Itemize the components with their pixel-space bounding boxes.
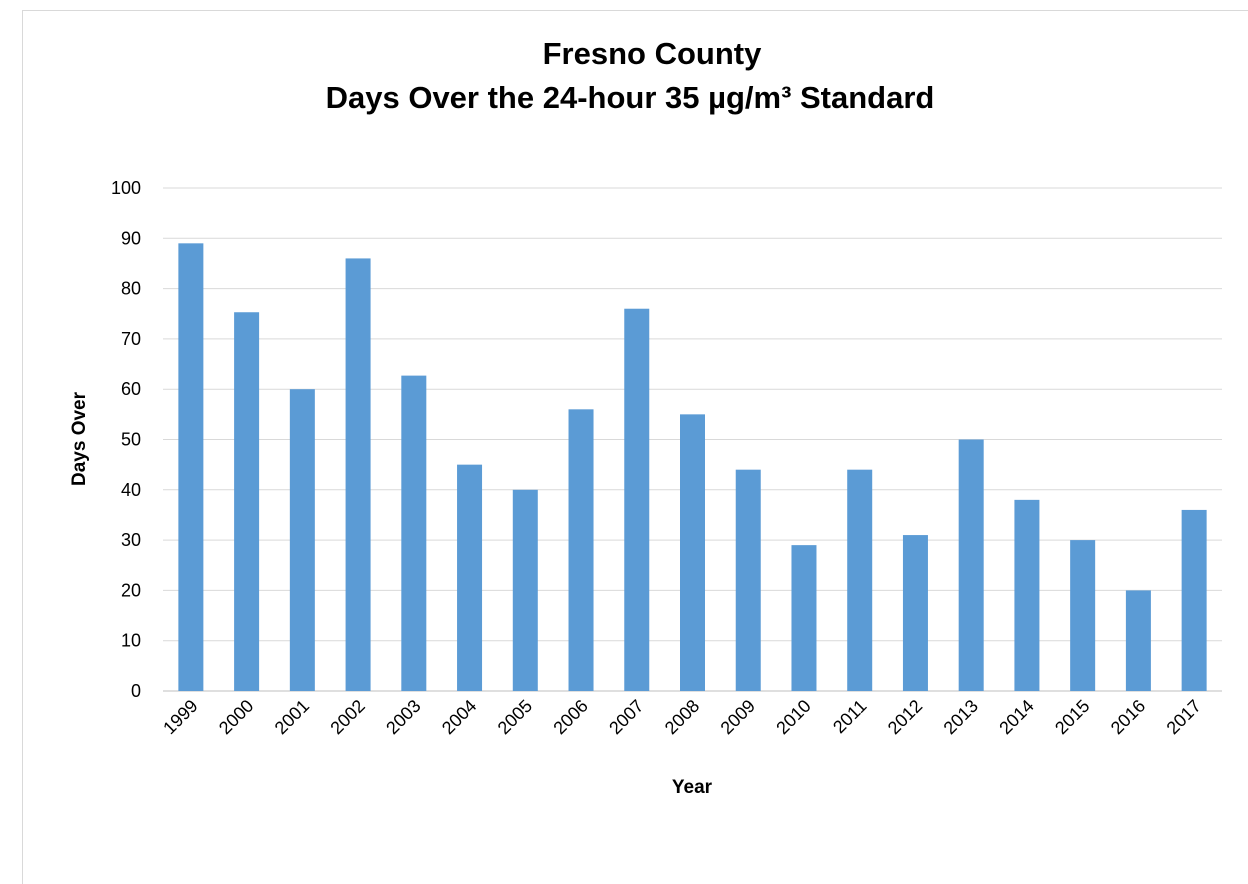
bar <box>1014 499 1040 691</box>
x-tick-label: 2015 <box>1051 696 1093 738</box>
bar <box>457 464 483 691</box>
bar <box>847 469 873 691</box>
y-axis-title: Days Over <box>69 391 90 486</box>
bar <box>791 545 817 691</box>
x-tick-label: 2011 <box>829 696 871 738</box>
bar <box>512 489 538 691</box>
y-tick-label: 80 <box>121 279 141 299</box>
bar <box>1070 540 1096 691</box>
x-tick-label: 1999 <box>159 696 201 738</box>
y-tick-label: 30 <box>121 530 141 550</box>
y-tick-label: 0 <box>131 681 141 701</box>
x-tick-label: 2005 <box>494 696 536 738</box>
bar <box>1125 590 1151 691</box>
x-tick-label: 2000 <box>215 696 257 738</box>
x-tick-label: 2003 <box>382 696 424 738</box>
y-tick-label: 70 <box>121 329 141 349</box>
x-tick-label: 2001 <box>271 696 313 738</box>
x-tick-label: 2013 <box>940 696 982 738</box>
bar <box>234 312 260 691</box>
x-tick-label: 2009 <box>717 696 759 738</box>
x-tick-label: 2017 <box>1163 696 1205 738</box>
bar <box>568 409 594 691</box>
x-axis-title: Year <box>672 777 713 798</box>
chart-title: Days Over the 24-hour 35 µg/m³ Standard <box>326 80 935 115</box>
bar <box>1181 509 1207 691</box>
x-tick-label: 2002 <box>326 696 368 738</box>
bar <box>958 439 984 691</box>
x-tick-label: 2014 <box>995 696 1037 738</box>
bar <box>624 308 650 691</box>
chart-frame <box>22 10 1248 884</box>
y-tick-label: 60 <box>121 379 141 399</box>
x-tick-label: 2006 <box>549 696 591 738</box>
x-tick-label: 2004 <box>438 696 480 738</box>
bar <box>735 469 761 691</box>
bar <box>178 243 204 691</box>
y-tick-label: 10 <box>121 631 141 651</box>
x-tick-label: 2007 <box>605 696 647 738</box>
x-tick-label: 2008 <box>661 696 703 738</box>
y-tick-label: 20 <box>121 580 141 600</box>
bar <box>680 414 705 691</box>
bar <box>401 375 427 691</box>
x-tick-label: 2012 <box>884 696 926 738</box>
bar <box>345 258 371 691</box>
chart-title: Fresno County <box>543 36 762 71</box>
bar <box>289 389 315 691</box>
y-tick-label: 50 <box>121 430 141 450</box>
bar <box>902 535 928 691</box>
y-tick-label: 100 <box>111 178 141 198</box>
x-tick-label: 2016 <box>1107 696 1149 738</box>
y-tick-label: 90 <box>121 228 141 248</box>
y-tick-label: 40 <box>121 480 141 500</box>
x-tick-label: 2010 <box>772 696 814 738</box>
